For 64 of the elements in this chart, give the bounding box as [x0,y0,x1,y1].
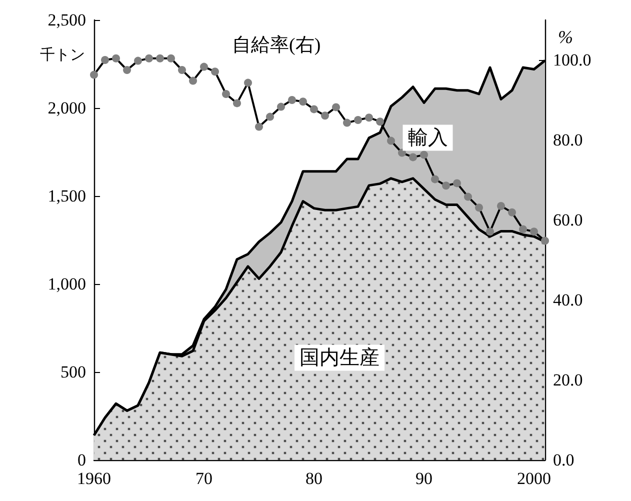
point [519,225,527,234]
series-label: 輸入 [408,126,448,149]
point [211,68,219,76]
point [222,90,230,98]
point [123,66,131,74]
point [343,118,351,127]
point [189,76,197,85]
y2-tick-label: 0.0 [553,450,574,470]
x-tick-label: 70 [196,469,212,488]
y-tick-label: 2,500 [48,10,86,30]
point [178,66,186,74]
point [134,56,142,65]
point [332,103,340,112]
point [90,70,98,79]
y-tick-label: 500 [60,362,86,382]
x-tick-label: 80 [306,469,322,488]
point [387,136,395,145]
point [266,112,274,121]
point [442,182,450,190]
y2-tick-label: 20.0 [553,370,583,390]
point [497,202,505,210]
point [464,192,472,201]
point [530,228,538,236]
point [486,228,494,236]
y-tick-label: 1,500 [48,186,86,206]
y-tick-label: 2,000 [48,98,86,118]
y2-axis-title: % [558,27,573,47]
point [244,78,252,87]
point [200,62,208,71]
point [288,96,296,104]
y-tick-label: 1,000 [48,274,86,294]
y2-tick-label: 100.0 [553,50,592,70]
point [277,102,285,111]
point [101,56,109,64]
point [541,236,549,245]
point [321,112,329,120]
point [299,98,307,106]
point [112,54,120,62]
point [255,122,263,131]
y-tick-label: 0 [78,450,86,470]
point [156,54,164,62]
point [310,105,318,114]
point [376,118,384,126]
x-tick-label: 90 [416,469,432,488]
annotation: 自給率(右) [232,34,321,56]
y2-tick-label: 80.0 [553,130,583,150]
point [453,179,461,188]
point [431,175,439,184]
y2-tick-label: 40.0 [553,290,583,310]
y2-tick-label: 60.0 [553,210,583,230]
x-tick-label: 1960 [77,469,111,488]
point [398,148,406,157]
point [420,150,428,159]
series-label: 国内生産 [300,346,380,369]
point [508,208,516,216]
y-axis-title: 千トン [40,46,85,64]
point [233,99,241,108]
point [475,204,483,212]
point [354,116,362,124]
point [145,54,153,62]
point [167,54,175,62]
point [409,153,417,162]
point [365,114,373,122]
x-tick-label: 2000 [517,469,551,488]
